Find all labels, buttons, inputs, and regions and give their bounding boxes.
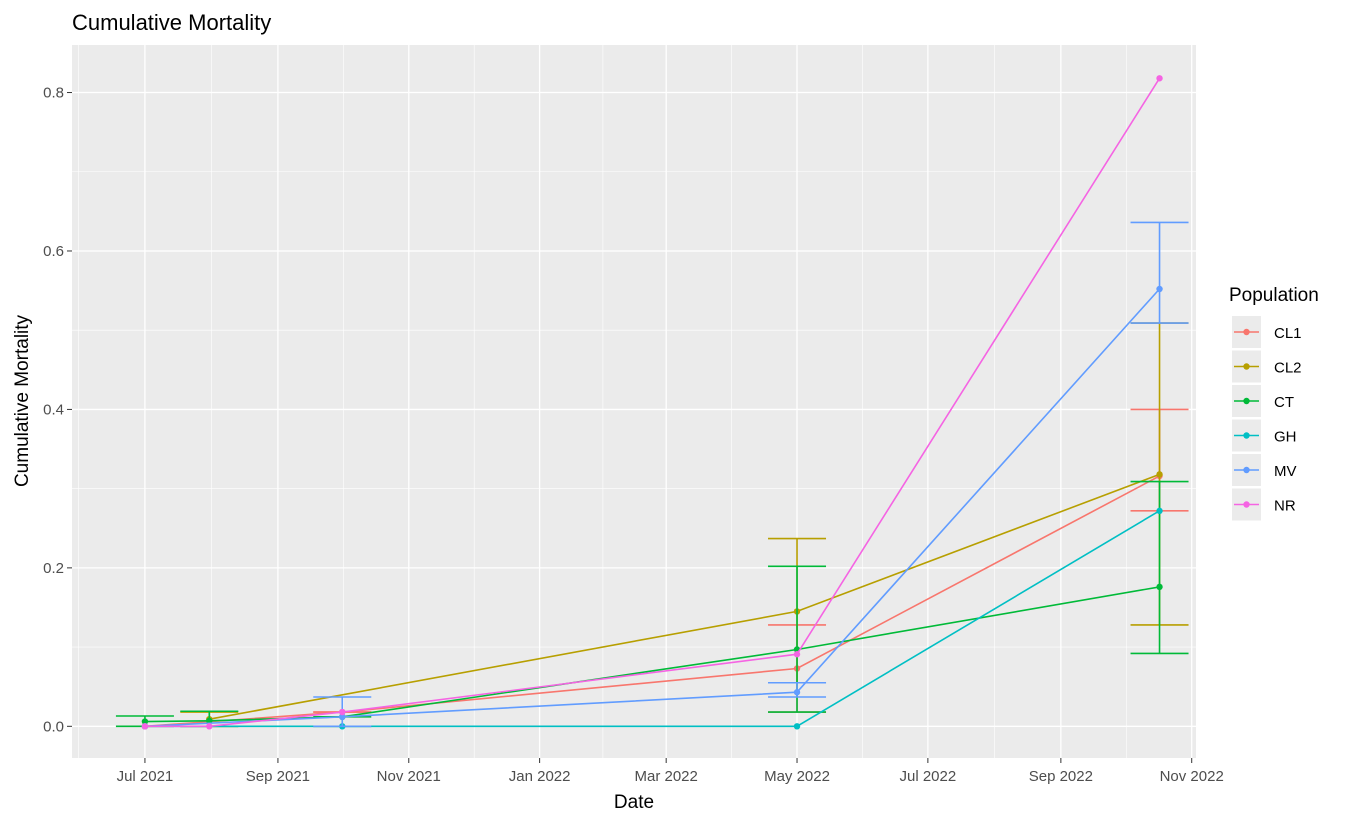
series-mv [141,221,1189,730]
x-tick-label: Jul 2021 [117,768,174,785]
x-axis: Jul 2021 Sep 2021 Nov 2021 Jan 2022 Mar 2022… [117,758,1224,785]
x-tick-label: Mar 2022 [634,768,697,785]
legend: Population CL1 CL2 CT GH MV NR [1229,285,1319,521]
x-tick-label: May 2022 [764,768,830,785]
x-tick-label: Sep 2022 [1029,768,1093,785]
legend-label: GH [1274,429,1297,446]
legend-key-point [1243,466,1250,474]
legend-label: CL2 [1274,360,1302,377]
data-point [793,723,801,730]
x-tick-label: Jul 2022 [900,768,957,785]
x-axis-title: Date [614,792,654,813]
series-nr [141,75,1163,730]
data-point [1156,471,1163,478]
legend-item-cl2: CL2 [1232,350,1302,383]
minor-gridlines [72,45,1196,758]
legend-item-cl1: CL1 [1232,316,1302,348]
legend-title: Population [1229,285,1319,306]
data-point [793,651,801,658]
y-axis-title: Cumulative Mortality [12,314,33,487]
x-tick-label: Sep 2021 [246,768,310,785]
legend-label: CT [1274,394,1294,411]
legend-label: MV [1274,463,1297,480]
y-tick-label: 0.8 [43,85,64,102]
y-tick-label: 0.6 [43,243,64,260]
y-tick-label: 0.4 [43,401,64,418]
data-point [339,713,346,721]
x-tick-label: Jan 2022 [509,768,571,785]
data-point [1156,75,1163,82]
y-tick-label: 0.0 [43,718,64,735]
chart-title: Cumulative Mortality [72,10,271,35]
x-tick-label: Nov 2021 [377,768,441,785]
legend-label: NR [1274,498,1296,515]
legend-item-mv: MV [1232,454,1297,486]
x-tick-label: Nov 2022 [1160,768,1224,785]
data-point [339,708,346,716]
data-point [141,723,149,730]
data-point [141,718,149,725]
data-point [793,689,801,696]
legend-item-gh: GH [1232,419,1297,452]
data-point [1156,583,1163,591]
series-layer [115,75,1189,730]
legend-key-point [1243,363,1250,370]
series-line [144,510,1160,728]
data-point [1156,285,1163,293]
series-line [144,288,1161,728]
major-gridlines [72,45,1196,758]
legend-item-ct: CT [1232,385,1294,417]
y-tick-label: 0.2 [43,560,64,577]
data-point [1156,507,1163,515]
data-point [206,723,213,730]
legend-item-nr: NR [1232,488,1296,521]
legend-key-point [1243,501,1250,508]
legend-label: CL1 [1274,325,1302,342]
legend-key-point [1243,432,1250,439]
plot-panel [72,45,1196,758]
y-axis: 0.0 0.2 0.4 0.6 0.8 [43,85,72,735]
legend-key-point [1243,328,1250,336]
legend-key-point [1243,397,1250,405]
